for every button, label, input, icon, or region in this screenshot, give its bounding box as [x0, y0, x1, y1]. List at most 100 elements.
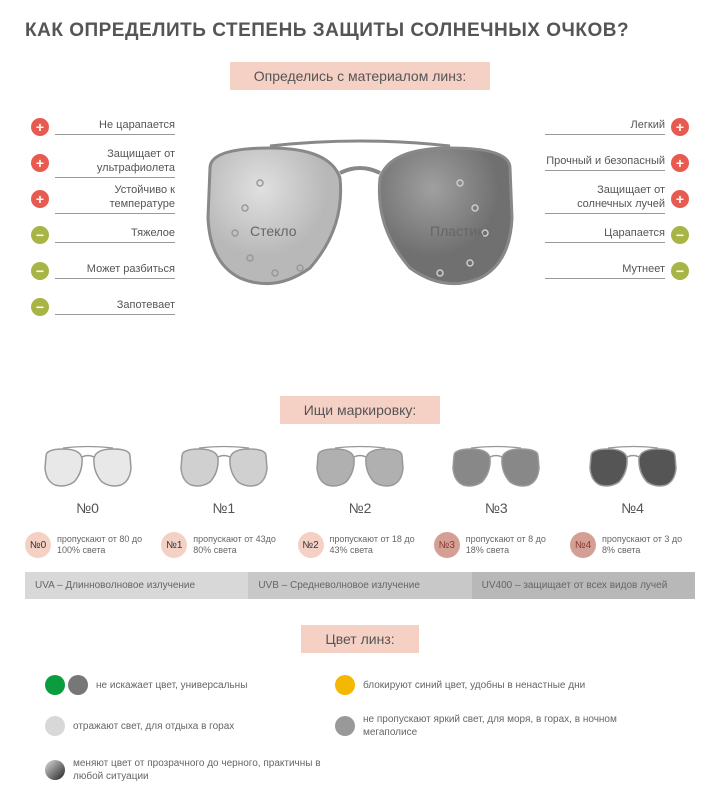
uv-info-cell: UV400 – защищает от всех видов лучей — [472, 572, 695, 599]
plus-badge-icon: + — [671, 190, 689, 208]
plastic-feature-item: + Защищает от солнечных лучей — [545, 185, 695, 213]
marking-description-row: №0 пропускают от 80 до 100% света №1 пропус… — [25, 532, 695, 558]
color-dot — [45, 675, 65, 695]
marking-badge: №0 — [25, 532, 51, 558]
plus-badge-icon: + — [31, 154, 49, 172]
mini-glasses-icon — [174, 444, 274, 489]
glass-feature-list: + Не царапается + Защищает от ультрафиолета… — [25, 113, 175, 329]
plus-badge-icon: + — [31, 190, 49, 208]
mini-glasses-icon — [583, 444, 683, 489]
feature-text: Тяжелое — [55, 227, 175, 243]
marking-badge: №4 — [570, 532, 596, 558]
mini-glasses-icon — [446, 444, 546, 489]
glass-lens-label: Стекло — [250, 223, 297, 239]
color-dot — [335, 716, 355, 736]
feature-text: Устойчиво к температуре — [55, 184, 175, 213]
plus-badge-icon: + — [671, 118, 689, 136]
material-section-header: Определись с материалом линз: — [25, 54, 695, 98]
glass-feature-item: + Не царапается — [25, 113, 175, 141]
main-glasses-illustration — [180, 128, 540, 308]
color-section-header: Цвет линз: — [25, 617, 695, 661]
uv-info-bar: UVA – Длинноволновое излучениеUVB – Сред… — [25, 572, 695, 599]
lens-color-item: не пропускают яркий свет, для моря, в го… — [335, 713, 635, 739]
marking-item: №1 — [161, 444, 286, 524]
marking-item: №2 — [298, 444, 423, 524]
feature-text: Запотевает — [55, 299, 175, 315]
feature-text: Легкий — [545, 119, 665, 135]
mini-glasses-icon — [38, 444, 138, 489]
minus-badge-icon: − — [671, 226, 689, 244]
glass-feature-item: + Защищает от ультрафиолета — [25, 149, 175, 177]
minus-badge-icon: − — [671, 262, 689, 280]
lens-color-grid: не искажает цвет, универсальны блокируют … — [25, 675, 695, 783]
marking-number: №1 — [161, 500, 286, 516]
plastic-feature-item: + Легкий — [545, 113, 695, 141]
feature-text: Не царапается — [55, 119, 175, 135]
glasses-diagram: + Не царапается + Защищает от ультрафиолета… — [25, 108, 695, 368]
color-dot — [45, 760, 65, 780]
plastic-feature-item: + Прочный и безопасный — [545, 149, 695, 177]
uv-info-cell: UVB – Средневолновое излучение — [248, 572, 471, 599]
marking-desc-text: пропускают от 18 до 43% света — [330, 534, 423, 556]
glass-feature-item: −Может разбиться — [25, 257, 175, 285]
minus-badge-icon: − — [31, 226, 49, 244]
marking-number: №3 — [434, 500, 559, 516]
lens-color-item: отражают свет, для отдыха в горах — [45, 713, 305, 739]
feature-text: Защищает от ультрафиолета — [55, 148, 175, 177]
marking-description: №2 пропускают от 18 до 43% света — [298, 532, 423, 558]
color-desc-text: отражают свет, для отдыха в горах — [73, 720, 234, 733]
marking-desc-text: пропускают от 3 до 8% света — [602, 534, 695, 556]
feature-text: Царапается — [545, 227, 665, 243]
marking-item: №4 — [570, 444, 695, 524]
color-desc-text: блокируют синий цвет, удобны в ненастные… — [363, 679, 585, 692]
plastic-feature-list: + Легкий + Прочный и безопасный + Защищает от… — [545, 113, 695, 293]
main-title: КАК ОПРЕДЕЛИТЬ СТЕПЕНЬ ЗАЩИТЫ СОЛНЕЧНЫХ … — [25, 20, 695, 42]
marking-glasses-row: №0 №1 №2 №3 №4 — [25, 444, 695, 524]
marking-description: №1 пропускают от 43до 80% света — [161, 532, 286, 558]
plus-badge-icon: + — [31, 118, 49, 136]
marking-section-header: Ищи маркировку: — [25, 388, 695, 432]
plastic-feature-item: −Царапается — [545, 221, 695, 249]
marking-badge: №3 — [434, 532, 460, 558]
feature-text: Мутнеет — [545, 263, 665, 279]
infographic-root: КАК ОПРЕДЕЛИТЬ СТЕПЕНЬ ЗАЩИТЫ СОЛНЕЧНЫХ … — [0, 0, 720, 803]
marking-number: №0 — [25, 500, 150, 516]
glass-feature-item: + Устойчиво к температуре — [25, 185, 175, 213]
marking-description: №3 пропускают от 8 до 18% света — [434, 532, 559, 558]
glass-feature-item: −Запотевает — [25, 293, 175, 321]
marking-description: №0 пропускают от 80 до 100% света — [25, 532, 150, 558]
marking-desc-text: пропускают от 80 до 100% света — [57, 534, 150, 556]
color-dot — [45, 716, 65, 736]
color-dot — [68, 675, 88, 695]
feature-text: Прочный и безопасный — [545, 155, 665, 171]
material-banner: Определись с материалом линз: — [230, 62, 490, 90]
minus-badge-icon: − — [31, 262, 49, 280]
uv-info-cell: UVA – Длинноволновое излучение — [25, 572, 248, 599]
marking-item: №0 — [25, 444, 150, 524]
marking-description: №4 пропускают от 3 до 8% света — [570, 532, 695, 558]
color-banner: Цвет линз: — [301, 625, 418, 653]
mini-glasses-icon — [310, 444, 410, 489]
plus-badge-icon: + — [671, 154, 689, 172]
marking-badge: №2 — [298, 532, 324, 558]
marking-desc-text: пропускают от 8 до 18% света — [466, 534, 559, 556]
color-desc-text: меняют цвет от прозрачного до черного, п… — [73, 757, 345, 783]
lens-color-item: меняют цвет от прозрачного до черного, п… — [45, 757, 345, 783]
marking-number: №4 — [570, 500, 695, 516]
marking-item: №3 — [434, 444, 559, 524]
marking-desc-text: пропускают от 43до 80% света — [193, 534, 286, 556]
feature-text: Может разбиться — [55, 263, 175, 279]
plastic-feature-item: −Мутнеет — [545, 257, 695, 285]
marking-banner: Ищи маркировку: — [280, 396, 441, 424]
plastic-lens-label: Пластик — [430, 223, 483, 239]
feature-text: Защищает от солнечных лучей — [545, 184, 665, 213]
lens-color-item: блокируют синий цвет, удобны в ненастные… — [335, 675, 595, 695]
color-desc-text: не пропускают яркий свет, для моря, в го… — [363, 713, 635, 739]
marking-badge: №1 — [161, 532, 187, 558]
lens-color-item: не искажает цвет, универсальны — [45, 675, 305, 695]
color-desc-text: не искажает цвет, универсальны — [96, 679, 247, 692]
minus-badge-icon: − — [31, 298, 49, 316]
glass-feature-item: −Тяжелое — [25, 221, 175, 249]
marking-number: №2 — [298, 500, 423, 516]
color-dot — [335, 675, 355, 695]
